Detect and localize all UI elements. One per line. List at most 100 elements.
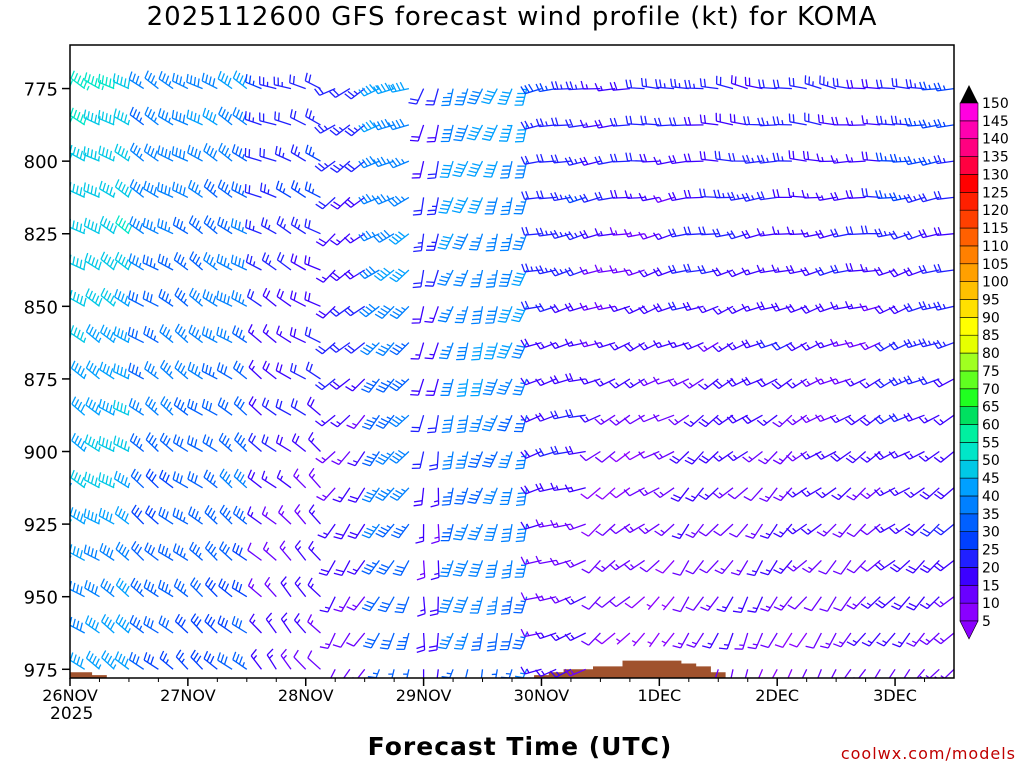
colorbar-swatch — [959, 138, 979, 157]
wind-barb — [204, 577, 218, 598]
colorbar-label: 40 — [982, 489, 1000, 505]
wind-barb — [430, 560, 440, 581]
wind-barb — [157, 579, 174, 598]
wind-barb — [535, 668, 557, 677]
wind-barb — [98, 398, 116, 416]
wind-barb — [84, 252, 102, 271]
y-tick-label: 825 — [24, 225, 58, 246]
wind-barb — [468, 560, 484, 577]
wind-barb — [514, 560, 528, 578]
wind-barb — [231, 325, 248, 344]
wind-barb — [375, 414, 395, 429]
wind-barb — [594, 340, 616, 349]
wind-barb — [70, 325, 87, 344]
wind-barb — [329, 88, 351, 98]
wind-barb — [520, 83, 542, 95]
wind-barb — [231, 144, 248, 162]
wind-barb — [579, 414, 601, 423]
wind-barb — [412, 197, 425, 216]
wind-barb — [361, 523, 380, 539]
wind-barb — [113, 470, 131, 489]
wind-barb — [315, 342, 336, 355]
wind-barb — [410, 415, 425, 433]
wind-barb — [129, 614, 145, 634]
y-tick-label: 775 — [24, 80, 58, 101]
wind-barb — [203, 215, 218, 235]
wind-barb — [772, 152, 792, 162]
wind-barb — [114, 251, 132, 271]
wind-barb — [919, 632, 940, 646]
wind-barb — [276, 288, 292, 307]
wind-barb — [594, 414, 616, 425]
wind-barb — [84, 580, 100, 598]
wind-barb — [579, 376, 601, 385]
wind-barb — [373, 267, 395, 282]
wind-barb — [70, 265, 71, 270]
wind-barb — [344, 124, 366, 137]
wind-barb — [157, 108, 174, 126]
wind-barb — [373, 156, 395, 168]
wind-barb — [171, 72, 189, 90]
wind-barb — [638, 414, 660, 423]
colorbar-label: 20 — [982, 560, 1000, 576]
wind-barb — [712, 450, 734, 462]
wind-barb — [933, 523, 954, 536]
wind-barb — [623, 487, 645, 497]
colorbar-label: 10 — [982, 596, 1000, 612]
wind-barb — [638, 487, 660, 497]
wind-barb — [535, 341, 557, 350]
wind-barb — [485, 233, 498, 252]
wind-barb — [874, 450, 896, 461]
wind-barb — [726, 342, 748, 351]
wind-barb — [815, 487, 837, 499]
wind-barb — [230, 254, 248, 271]
wind-barb — [844, 378, 866, 387]
wind-barb — [332, 632, 351, 648]
wind-barb — [743, 487, 763, 502]
wind-barb — [564, 267, 586, 277]
wind-barb — [347, 523, 366, 540]
wind-barb — [204, 540, 218, 561]
wind-barb — [218, 432, 233, 452]
wind-barb — [860, 523, 881, 536]
wind-barb — [734, 632, 749, 650]
wind-barb — [515, 487, 528, 507]
wind-barb — [757, 117, 778, 127]
wind-barb — [661, 596, 675, 611]
wind-barb — [260, 217, 277, 235]
wind-barb — [99, 215, 118, 235]
colorbar-label: 85 — [982, 328, 1000, 344]
wind-barb — [511, 269, 528, 287]
wind-barb — [549, 229, 572, 240]
wind-barb — [142, 290, 159, 307]
wind-barb — [499, 632, 513, 651]
wind-barb — [918, 156, 940, 166]
wind-barb — [933, 559, 954, 572]
wind-barb — [202, 434, 218, 453]
wind-barb — [128, 397, 145, 416]
wind-barb — [426, 233, 439, 251]
wind-barb — [201, 363, 218, 380]
wind-barb — [231, 616, 248, 634]
wind-barb — [514, 124, 528, 143]
wind-barb — [787, 669, 793, 678]
wind-barb — [159, 650, 174, 670]
colorbar-label: 150 — [982, 96, 1009, 112]
chart-title: 2025112600 GFS forecast wind profile (kt… — [146, 2, 878, 32]
wind-barb — [470, 269, 484, 288]
wind-barb — [331, 451, 351, 466]
wind-barb — [289, 109, 306, 126]
wind-barb — [888, 268, 911, 278]
y-tick-label: 875 — [24, 370, 58, 391]
wind-barb — [427, 160, 439, 180]
wind-barb — [684, 79, 704, 90]
wind-barb — [623, 378, 645, 389]
wind-barb — [933, 226, 954, 237]
wind-barb — [933, 450, 954, 463]
y-tick-label: 900 — [24, 443, 58, 464]
wind-barb — [70, 652, 86, 670]
wind-barb — [759, 487, 778, 502]
wind-barb — [845, 301, 866, 310]
wind-barb — [307, 650, 321, 670]
wind-barb — [276, 325, 292, 344]
